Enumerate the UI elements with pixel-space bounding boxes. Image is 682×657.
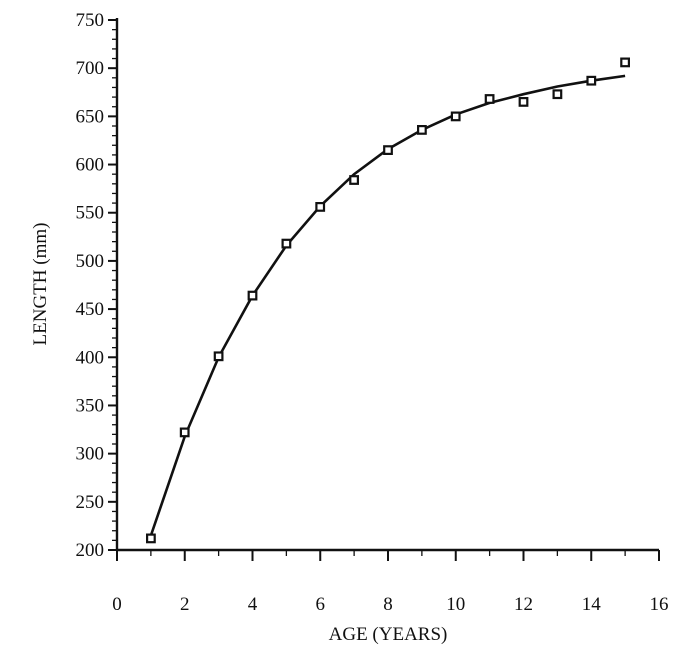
x-tick-label: 2 <box>180 594 190 615</box>
data-point <box>484 94 495 104</box>
data-point <box>146 533 156 544</box>
x-tick-label: 14 <box>582 594 602 615</box>
y-tick-label: 500 <box>76 251 105 272</box>
y-tick-label: 350 <box>76 395 105 416</box>
data-point <box>450 111 461 122</box>
data-point <box>315 202 326 212</box>
x-tick-label: 0 <box>112 594 122 615</box>
y-tick-label: 400 <box>76 347 105 368</box>
y-tick-label: 600 <box>76 155 105 176</box>
data-point <box>213 351 224 362</box>
y-tick-label: 250 <box>76 492 105 513</box>
x-tick-label: 16 <box>650 594 669 615</box>
data-point <box>586 75 597 86</box>
data-points <box>146 57 630 544</box>
x-tick-label: 6 <box>316 594 326 615</box>
y-tick-label: 650 <box>76 106 105 127</box>
y-tick-labels: 200 250 300 350 400 450 500 550 600 650 700 750 <box>76 10 105 561</box>
data-point <box>247 290 258 301</box>
y-tick-label: 700 <box>76 58 105 79</box>
y-tick-label: 750 <box>76 10 105 31</box>
y-tick-label: 450 <box>76 299 105 320</box>
axes <box>115 18 659 552</box>
x-tick-label: 10 <box>446 594 465 615</box>
x-tick-label: 8 <box>383 594 393 615</box>
data-point <box>552 89 563 100</box>
data-point <box>417 124 427 135</box>
y-tick-label: 300 <box>76 444 105 465</box>
data-point <box>349 175 359 185</box>
data-point <box>620 57 630 68</box>
y-ticks <box>108 19 117 551</box>
x-tick-labels: 0 2 4 6 8 10 12 14 16 <box>112 594 668 615</box>
data-point <box>179 427 190 438</box>
y-tick-label: 550 <box>76 203 105 224</box>
data-point <box>383 145 393 156</box>
data-point <box>518 96 529 107</box>
y-tick-label: 200 <box>76 540 105 561</box>
x-tick-label: 4 <box>248 594 258 615</box>
y-axis-title: LENGTH (mm) <box>30 223 51 346</box>
x-ticks <box>116 550 660 561</box>
x-tick-label: 12 <box>514 594 533 615</box>
fit-curve <box>149 74 626 536</box>
x-axis-title: AGE (YEARS) <box>329 624 448 645</box>
data-point <box>281 238 292 249</box>
